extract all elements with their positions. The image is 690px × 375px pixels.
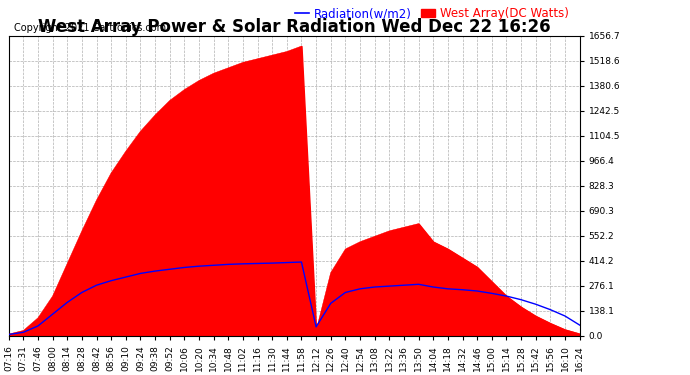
Title: West Array Power & Solar Radiation Wed Dec 22 16:26: West Array Power & Solar Radiation Wed D… — [38, 18, 551, 36]
Legend: Radiation(w/m2), West Array(DC Watts): Radiation(w/m2), West Array(DC Watts) — [290, 3, 573, 25]
Text: Copyright 2021 Cartronics.com: Copyright 2021 Cartronics.com — [14, 23, 166, 33]
